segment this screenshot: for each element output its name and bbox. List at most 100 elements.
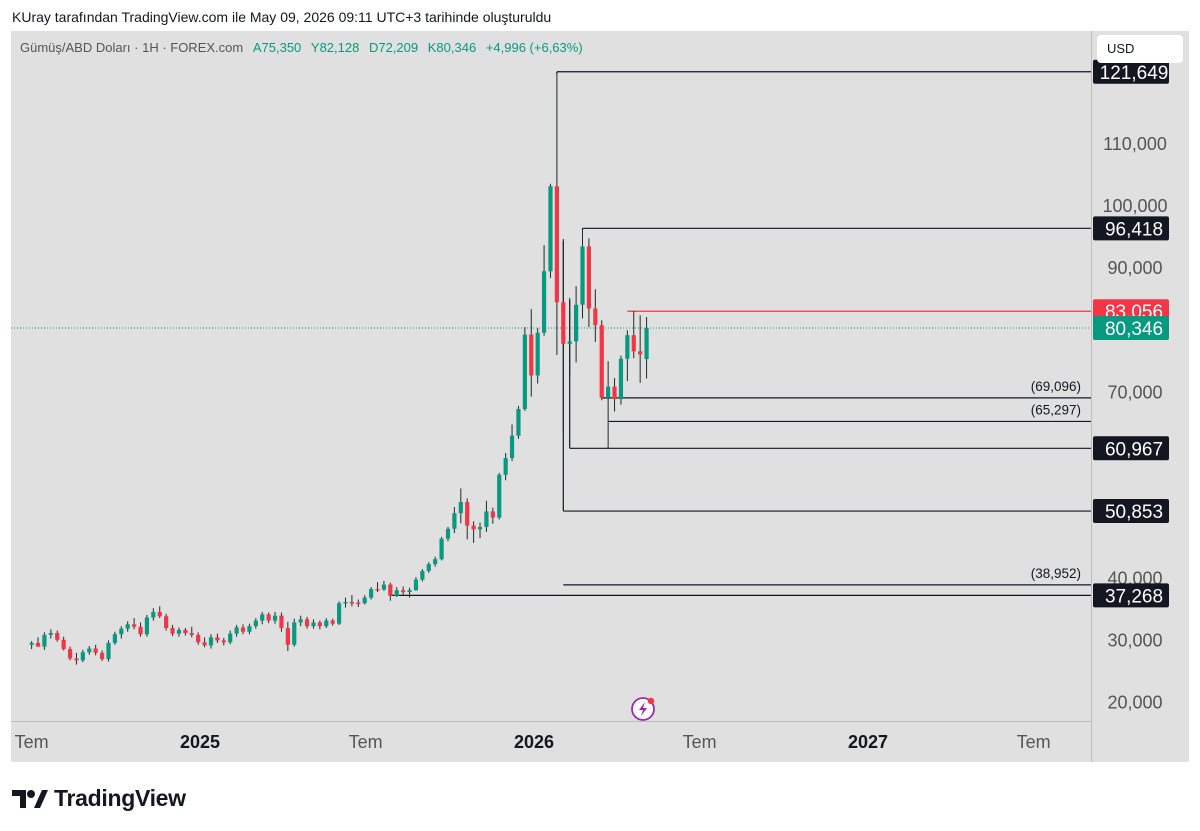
candle-body-up[interactable] [106,642,111,660]
candle-body-up[interactable] [29,642,34,645]
candle-body-up[interactable] [407,590,412,593]
candle-body-up[interactable] [458,502,463,514]
candle-body-down[interactable] [554,186,559,303]
candle-body-down[interactable] [471,525,476,530]
candle-body-up[interactable] [234,627,239,634]
candle-body-down[interactable] [215,637,220,641]
candle-body-down[interactable] [612,386,617,400]
candle-body-down[interactable] [490,511,495,518]
candle-body-up[interactable] [336,603,342,624]
candle-body-down[interactable] [74,658,79,661]
candle-body-down[interactable] [356,602,361,605]
candle-body-up[interactable] [644,328,649,360]
candle-body-up[interactable] [509,435,515,459]
candle-body-up[interactable] [369,588,374,598]
candle-body-up[interactable] [618,358,624,400]
candle-body-down[interactable] [157,611,162,617]
candle-body-up[interactable] [574,304,579,342]
candle-body-down[interactable] [196,634,201,643]
candle-body-down[interactable] [138,626,143,635]
candle-body-down[interactable] [285,628,290,645]
candle-body-down[interactable] [317,622,322,627]
candle-body-down[interactable] [279,615,284,629]
candle-body-down[interactable] [304,619,310,627]
candle-body-up[interactable] [42,634,47,647]
candle-body-up[interactable] [439,538,444,560]
candle-body-up[interactable] [125,624,130,629]
candle-body-down[interactable] [388,584,393,596]
candle-body-down[interactable] [35,642,41,647]
candle-body-down[interactable] [170,628,175,634]
candle-body-up[interactable] [176,629,182,634]
candle-body-up[interactable] [580,246,585,305]
candle-body-up[interactable] [260,614,265,621]
candle-body-up[interactable] [292,622,297,645]
candle-body-up[interactable] [208,637,214,646]
candle-body-down[interactable] [401,590,406,593]
candle-body-up[interactable] [80,652,85,661]
candle-body-down[interactable] [202,642,207,646]
candle-body-up[interactable] [477,526,483,530]
candle-body-up[interactable] [381,584,387,590]
candle-body-up[interactable] [362,597,367,604]
candle-body-up[interactable] [535,332,540,376]
candle-body-up[interactable] [151,611,156,618]
candle-body-up[interactable] [548,186,553,272]
candle-body-down[interactable] [67,649,73,659]
candle-body-up[interactable] [433,559,438,565]
candle-body-down[interactable] [349,601,355,604]
candle-body-up[interactable] [426,564,431,571]
candle-body-down[interactable] [330,620,335,624]
candle-body-down[interactable] [240,627,246,632]
candle-body-up[interactable] [606,386,611,398]
candle-body-up[interactable] [272,615,278,621]
candle-body-up[interactable] [324,620,329,627]
candle-body-up[interactable] [420,570,425,580]
candle-body-down[interactable] [55,633,60,640]
candle-body-up[interactable] [253,620,258,627]
candle-body-up[interactable] [87,648,92,653]
candle-body-up[interactable] [48,633,53,635]
candle-body-up[interactable] [497,474,502,518]
candle-body-up[interactable] [311,622,316,627]
candle-body-up[interactable] [522,334,527,410]
candle-body-up[interactable] [144,617,150,635]
candle-body-down[interactable] [189,633,194,635]
candle-body-down[interactable] [586,246,592,309]
candle-body-down[interactable] [561,302,566,344]
level-price-label: 60,967 [1105,439,1163,460]
candle-body-up[interactable] [119,628,124,635]
candle-body-down[interactable] [593,308,598,326]
candle-body-down[interactable] [631,335,636,352]
candle-body-down[interactable] [93,648,98,653]
candle-body-up[interactable] [228,633,233,643]
candle-body-down[interactable] [638,351,643,355]
candle-body-down[interactable] [221,640,226,643]
candle-body-up[interactable] [516,409,521,436]
candle-body-up[interactable] [484,511,489,527]
candle-body-up[interactable] [298,619,303,623]
candle-body-up[interactable] [413,579,419,591]
candle-body-up[interactable] [567,341,572,344]
candle-body-up[interactable] [445,528,451,539]
candle-body-up[interactable] [394,590,399,596]
candle-body-up[interactable] [503,458,508,475]
candle-body-down[interactable] [164,616,169,629]
candle-body-up[interactable] [625,335,630,359]
candle-body-up[interactable] [452,513,457,529]
candle-body-down[interactable] [61,639,66,650]
candle-body-down[interactable] [266,614,271,621]
candle-body-down[interactable] [375,588,380,591]
candle-body-up[interactable] [112,634,117,643]
candle-body-up[interactable] [541,271,547,333]
candle-body-up[interactable] [247,626,252,632]
candle-body-down[interactable] [529,334,534,376]
candle-body-down[interactable] [465,502,470,526]
currency-button[interactable]: USD [1097,35,1183,63]
candle-body-down[interactable] [99,652,105,660]
candle-body-down[interactable] [183,629,188,634]
candle-body-up[interactable] [343,601,348,604]
candle-body-down[interactable] [599,325,604,398]
candle-body-down[interactable] [132,624,137,627]
